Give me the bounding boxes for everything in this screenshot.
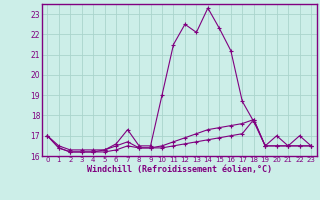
X-axis label: Windchill (Refroidissement éolien,°C): Windchill (Refroidissement éolien,°C) <box>87 165 272 174</box>
